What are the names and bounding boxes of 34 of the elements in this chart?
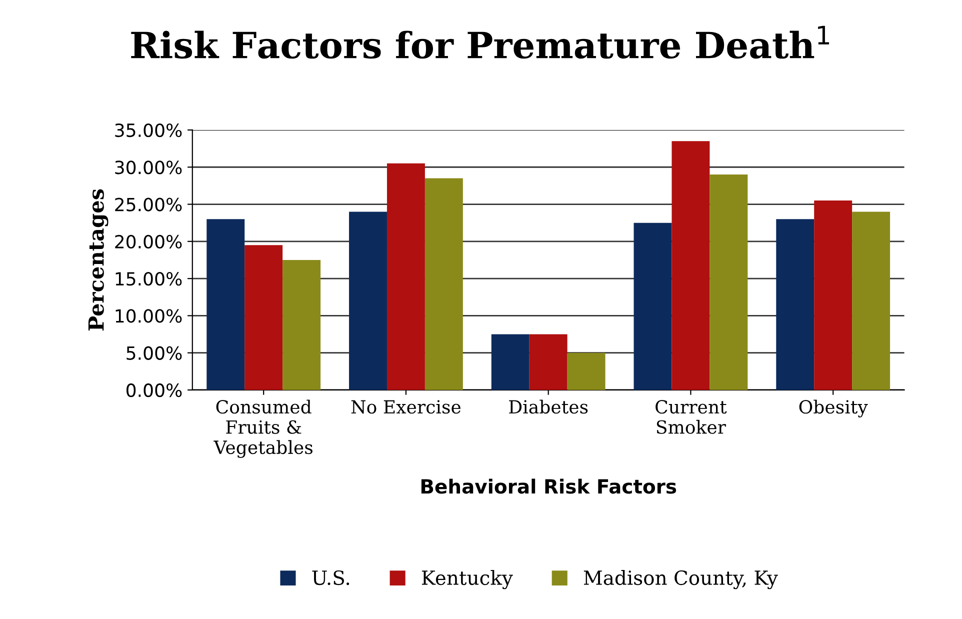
y-tick-label: 0.00% bbox=[126, 383, 182, 398]
legend-label: U.S. bbox=[312, 570, 350, 586]
bar bbox=[349, 212, 387, 390]
y-tick-label: 20.00% bbox=[115, 234, 182, 249]
legend-label: Kentucky bbox=[422, 570, 513, 590]
bar bbox=[424, 178, 463, 390]
y-tick-label: 35.00% bbox=[115, 123, 182, 138]
x-axis-title: Behavioral Risk Factors bbox=[421, 478, 676, 494]
y-tick-label: 10.00% bbox=[116, 309, 182, 323]
bar bbox=[529, 334, 568, 390]
x-tick-label: Current Smoker bbox=[656, 400, 727, 434]
y-tick-label: 30.00% bbox=[115, 160, 182, 174]
bar bbox=[634, 222, 672, 390]
bar bbox=[814, 200, 852, 390]
bar bbox=[672, 141, 710, 390]
legend-label: Madison County, Ky bbox=[584, 570, 778, 590]
bar bbox=[776, 219, 814, 390]
y-tick-label: 15.00% bbox=[116, 272, 182, 286]
chart-title: Risk Factors for Premature Death$^{1}$ bbox=[131, 26, 830, 59]
bar bbox=[491, 334, 530, 390]
x-tick-label: Diabetes bbox=[509, 400, 588, 414]
y-tick-label: 25.00% bbox=[115, 198, 182, 212]
bar bbox=[710, 174, 748, 390]
x-tick-label: Consumed Fruits & Vegetables bbox=[214, 400, 312, 458]
x-tick-label: No Exercise bbox=[351, 400, 461, 414]
y-axis-title: Percentages bbox=[88, 189, 108, 331]
x-tick-label: Obesity bbox=[799, 400, 868, 418]
bar bbox=[244, 245, 283, 390]
bar bbox=[386, 163, 425, 390]
bar bbox=[206, 219, 245, 390]
bar bbox=[567, 352, 606, 390]
bar bbox=[282, 260, 321, 390]
bar bbox=[852, 212, 890, 390]
y-tick-label: 5.00% bbox=[126, 346, 182, 360]
